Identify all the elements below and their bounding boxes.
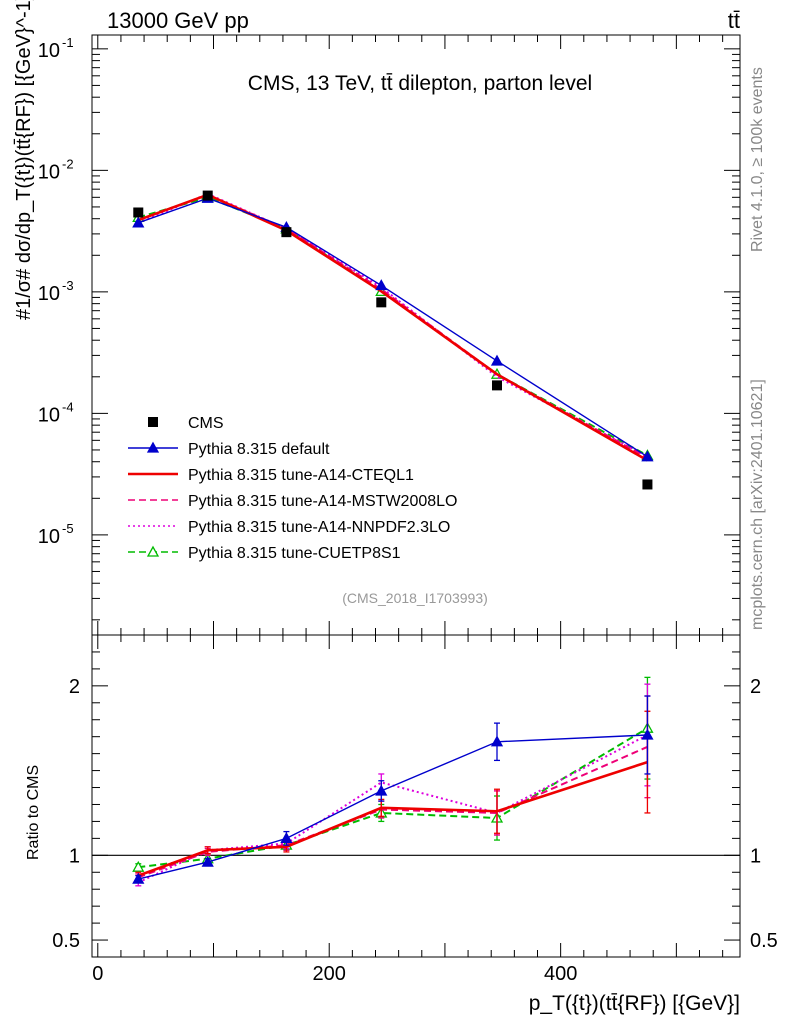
- ratio-series-marker: [375, 784, 388, 796]
- ratio-panel-frame: [91, 634, 741, 958]
- series-marker: [641, 450, 654, 462]
- legend-label: Pythia 8.315 default: [188, 441, 330, 458]
- series-marker: [132, 216, 145, 228]
- ratio-y-tick-label: 1: [750, 845, 761, 867]
- legend-label: Pythia 8.315 tune-A14-NNPDF2.3LO: [188, 519, 450, 536]
- x-tick-label: 0: [92, 963, 103, 985]
- y-tick-exponent: -2: [62, 156, 74, 171]
- y-tick-label: 10: [38, 526, 60, 548]
- ratio-y-tick-label: 0.5: [750, 930, 778, 952]
- ratio-series-line: [138, 734, 648, 880]
- ratio-series-line: [138, 727, 648, 869]
- series-line: [137, 193, 649, 462]
- legend-label: Pythia 8.315 tune-A14-MSTW2008LO: [188, 493, 457, 510]
- ratio-series-marker: [490, 735, 504, 747]
- x-axis-label: p_T({t})(tt̄{RF}) [{GeV}]: [529, 992, 740, 1015]
- ratio-series-marker: [641, 728, 654, 740]
- ratio-axis-ticks: 0 200 400 0.5 0.5 1 1 2 2: [52, 635, 778, 985]
- site-label: mcplots.cern.ch [arXiv:2401.10621]: [749, 379, 766, 630]
- series-marker: [375, 279, 388, 291]
- legend-label: Pythia 8.315 tune-CUETP8S1: [188, 545, 401, 562]
- data-point: [376, 297, 387, 308]
- main-axis-ticks: 10-510-410-310-210-1: [38, 35, 740, 635]
- y-axis-label-main: #1/σ# dσ/dp_T({t})(tt̄{RF}) [{GeV}^-1]: [13, 0, 35, 320]
- ratio-y-tick-label: 0.5: [52, 930, 80, 952]
- y-tick-label: 10: [38, 283, 60, 305]
- legend-label: Pythia 8.315 tune-A14-CTEQL1: [188, 467, 414, 484]
- y-tick-label: 10: [38, 404, 60, 426]
- energy-label: 13000 GeV pp: [107, 8, 249, 33]
- ratio-y-tick-label: 1: [69, 845, 80, 867]
- data-point: [133, 207, 144, 218]
- x-tick-label: 400: [544, 963, 577, 985]
- y-tick-exponent: -5: [62, 521, 74, 536]
- ratio-y-tick-label: 2: [750, 676, 761, 698]
- data-point: [281, 227, 292, 238]
- ratio-series-marker: [201, 855, 214, 867]
- main-plot-area: [132, 190, 654, 490]
- data-point: [202, 190, 213, 201]
- ratio-series-marker: [132, 872, 145, 884]
- y-axis-label-ratio: Ratio to CMS: [25, 765, 42, 860]
- ratio-series-line: [137, 734, 648, 884]
- legend-marker-data: [148, 417, 158, 427]
- y-tick-label: 10: [38, 161, 60, 183]
- series-line: [138, 197, 648, 458]
- legend: CMS Pythia 8.315 default Pythia 8.315 tune…: [128, 415, 457, 562]
- series-marker: [490, 354, 504, 366]
- ratio-y-tick-label: 2: [69, 676, 80, 698]
- ratio-series-line: [137, 760, 648, 877]
- y-tick-exponent: -4: [62, 399, 74, 414]
- data-point: [492, 380, 502, 391]
- y-tick-exponent: -1: [62, 35, 74, 50]
- ratio-series-line: [137, 745, 648, 879]
- legend-label-data: CMS: [188, 415, 224, 432]
- analysis-id: (CMS_2018_I1703993): [342, 590, 488, 606]
- ratio-series-marker: [132, 860, 145, 872]
- rivet-label: Rivet 4.1.0, ≥ 100k events: [749, 67, 766, 252]
- y-tick-exponent: -3: [62, 278, 74, 293]
- process-label: tt̄: [728, 8, 740, 33]
- data-point: [642, 479, 653, 490]
- y-tick-label: 10: [38, 40, 60, 62]
- ratio-plot-area: [92, 676, 740, 887]
- legend-marker: [146, 545, 160, 557]
- x-tick-label: 200: [313, 963, 346, 985]
- ratio-series-marker: [280, 832, 293, 844]
- chart-title: CMS, 13 TeV, tt̄ dilepton, parton level: [248, 72, 592, 95]
- legend-marker: [146, 441, 160, 453]
